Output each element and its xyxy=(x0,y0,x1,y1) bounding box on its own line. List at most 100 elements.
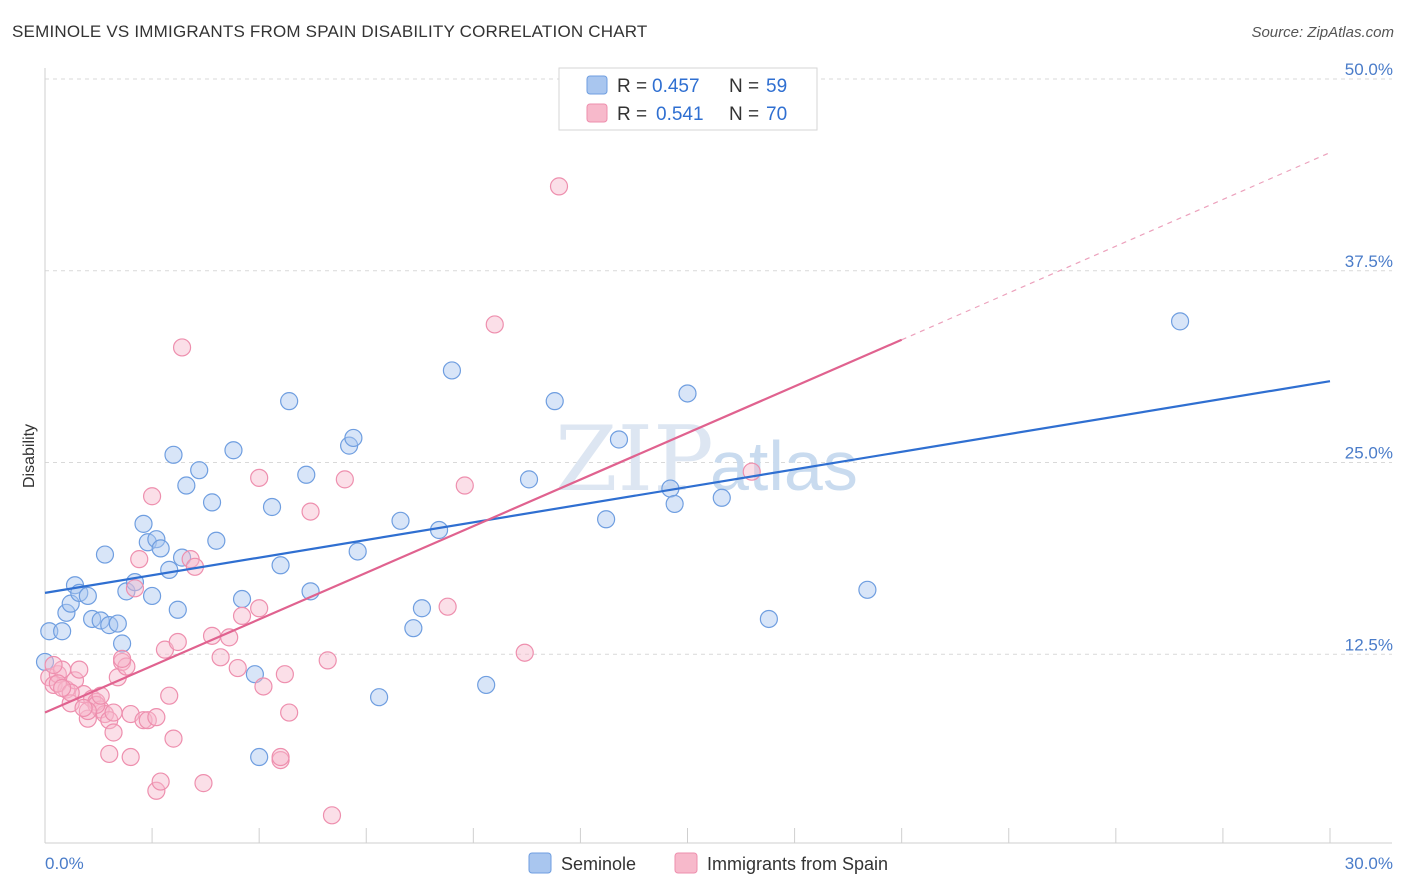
watermark-atlas: atlas xyxy=(710,427,858,505)
seminole-point xyxy=(57,603,76,622)
y-tick-label: 12.5% xyxy=(1345,635,1393,654)
spain-point xyxy=(318,651,337,670)
spain-point xyxy=(168,632,187,652)
spain-point xyxy=(250,599,269,618)
legend-r-value-2: 0.541 xyxy=(656,104,704,125)
seminole-point xyxy=(232,589,252,609)
spain-point xyxy=(104,703,123,722)
seminole-point xyxy=(164,445,183,464)
spain-point xyxy=(104,723,123,742)
seminole-point xyxy=(190,461,209,480)
y-tick-label: 25.0% xyxy=(1345,444,1393,463)
bottom-legend-spain-label: Immigrants from Spain xyxy=(707,854,888,874)
seminole-point xyxy=(168,600,187,619)
y-tick-label: 37.5% xyxy=(1345,252,1393,271)
spain-point xyxy=(147,781,166,800)
bottom-legend: Seminole Immigrants from Spain xyxy=(528,852,888,874)
seminole-point xyxy=(262,497,282,517)
legend-box: R = 0.457 N = 59 R = 0.541 N = 70 xyxy=(558,67,818,131)
spain-point xyxy=(78,709,97,728)
legend-n-value-2: 70 xyxy=(766,104,787,125)
grid-lines xyxy=(45,78,1392,655)
seminole-point xyxy=(207,531,226,550)
spain-point xyxy=(275,665,294,684)
spain-trend-extension xyxy=(901,152,1331,341)
seminole-point xyxy=(297,465,316,484)
seminole-point xyxy=(202,493,222,512)
seminole-point xyxy=(442,361,462,380)
seminole-point xyxy=(91,611,110,630)
seminole-point xyxy=(519,470,539,489)
seminole-point xyxy=(147,530,166,549)
seminole-point xyxy=(245,665,264,684)
spain-point xyxy=(549,177,569,196)
seminole-point xyxy=(712,488,731,507)
seminole-point xyxy=(177,476,196,495)
bottom-legend-seminole-label: Seminole xyxy=(561,854,636,874)
seminole-trend-line xyxy=(44,380,1331,594)
seminole-point xyxy=(224,441,243,460)
legend-spain-swatch xyxy=(586,103,608,123)
legend-r-label-1: R = xyxy=(617,76,647,97)
seminole-point xyxy=(250,747,269,767)
seminole-point xyxy=(112,634,132,653)
legend-n-value-1: 59 xyxy=(766,76,787,97)
x-tick-label: 30.0% xyxy=(1345,854,1393,873)
spain-point xyxy=(455,476,474,495)
spain-point xyxy=(228,658,247,678)
spain-point xyxy=(53,678,72,698)
legend-seminole-swatch xyxy=(586,75,608,95)
spain-point xyxy=(160,686,179,705)
trend-lines xyxy=(44,152,1331,714)
seminole-point xyxy=(142,586,162,606)
spain-point xyxy=(130,550,149,569)
spain-point xyxy=(164,729,183,748)
seminole-point xyxy=(271,556,290,575)
spain-point xyxy=(172,338,192,357)
spain-point xyxy=(194,774,213,793)
spain-point xyxy=(70,660,89,679)
spain-point xyxy=(485,315,504,334)
spain-trend-line xyxy=(44,338,903,714)
seminole-point xyxy=(412,599,432,618)
spain-point xyxy=(335,470,354,489)
seminole-point xyxy=(858,580,877,599)
seminole-point xyxy=(40,622,59,641)
seminole-point xyxy=(151,539,170,558)
source-label: Source: ZipAtlas.com xyxy=(1251,24,1394,41)
seminole-point xyxy=(1170,312,1190,331)
spain-point xyxy=(254,677,273,696)
seminole-point xyxy=(391,511,410,530)
spain-point xyxy=(100,744,119,764)
seminole-point xyxy=(665,494,684,514)
seminole-point xyxy=(78,586,97,606)
seminole-point xyxy=(160,560,179,579)
seminole-point xyxy=(404,619,423,638)
spain-point xyxy=(151,772,170,791)
spain-point xyxy=(44,655,63,675)
seminole-point xyxy=(597,510,616,529)
bottom-legend-seminole-swatch xyxy=(528,852,552,874)
axes: 12.5% 25.0% 37.5% 50.0% 0.0% 30.0% xyxy=(44,60,1393,873)
spain-point xyxy=(142,487,162,506)
spain-point xyxy=(232,606,252,626)
seminole-point xyxy=(280,392,299,411)
seminole-point xyxy=(609,430,629,449)
bottom-legend-spain-swatch xyxy=(674,852,698,874)
spain-point xyxy=(271,747,290,767)
seminole-point xyxy=(134,514,153,533)
spain-point xyxy=(121,747,140,767)
data-points xyxy=(35,177,1190,825)
spain-point xyxy=(515,643,534,662)
seminole-point xyxy=(545,392,564,411)
x-tick-label: 0.0% xyxy=(45,854,84,873)
spain-point xyxy=(322,806,342,825)
legend-r-label-2: R = xyxy=(617,104,647,125)
chart-title: SEMINOLE VS IMMIGRANTS FROM SPAIN DISABI… xyxy=(12,22,648,41)
legend-n-label-1: N = xyxy=(729,76,759,97)
seminole-point xyxy=(53,622,72,641)
y-tick-label: 50.0% xyxy=(1345,60,1393,79)
spain-point xyxy=(147,708,166,727)
watermark-zip: ZIP xyxy=(555,407,714,512)
